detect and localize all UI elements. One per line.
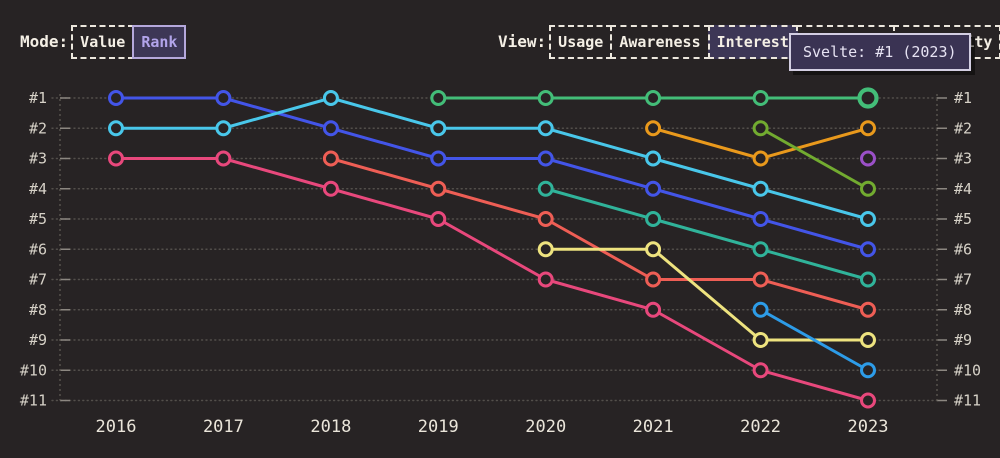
data-point-Svelte[interactable] <box>430 90 447 106</box>
rank-label-right: #7 <box>954 271 972 289</box>
data-point-series-salmon[interactable] <box>322 150 339 167</box>
series-line-series-olive <box>759 126 870 191</box>
data-point-series-cyan[interactable] <box>752 180 769 197</box>
data-point-series-salmon[interactable] <box>430 180 447 197</box>
data-point-series-orange[interactable] <box>860 120 876 137</box>
data-point-series-yellow[interactable] <box>645 241 662 258</box>
data-point-series-pink[interactable] <box>537 271 554 288</box>
data-point-series-pink[interactable] <box>108 150 124 167</box>
data-point-series-yellow[interactable] <box>860 332 876 348</box>
data-point-series-pink[interactable] <box>860 392 876 409</box>
data-point-series-cyan[interactable] <box>108 120 124 137</box>
data-point-series-cyan[interactable] <box>322 90 339 106</box>
data-point-series-cyan[interactable] <box>537 120 554 137</box>
rank-label-right: #9 <box>954 331 972 349</box>
data-point-series-teal[interactable] <box>645 211 662 227</box>
rank-label-left: #9 <box>29 331 47 349</box>
data-point-series-olive[interactable] <box>752 120 769 137</box>
year-label: 2017 <box>203 417 244 437</box>
rank-label-left: #4 <box>29 180 47 198</box>
data-point-series-blue[interactable] <box>645 180 662 197</box>
data-point-series-blue[interactable] <box>430 150 447 167</box>
rank-label-left: #1 <box>29 89 47 107</box>
rank-label-right: #1 <box>954 89 972 107</box>
year-label: 2018 <box>310 417 351 437</box>
rank-label-left: #10 <box>20 361 47 379</box>
data-point-series-blue[interactable] <box>322 120 339 137</box>
data-point-series-pink[interactable] <box>430 211 447 227</box>
data-point-series-orange[interactable] <box>645 120 662 137</box>
data-point-series-salmon[interactable] <box>645 271 662 288</box>
data-point-series-salmon[interactable] <box>752 271 769 288</box>
view-label: View: <box>498 32 547 51</box>
mode-button-group: Value Rank <box>71 25 187 59</box>
data-point-series-teal[interactable] <box>860 271 876 288</box>
data-point-Svelte[interactable] <box>645 90 662 106</box>
data-point-series-blue[interactable] <box>215 90 232 106</box>
data-point-series-cyan[interactable] <box>430 120 447 137</box>
data-point-series-blue[interactable] <box>108 90 124 106</box>
data-point-Svelte[interactable] <box>752 90 769 106</box>
data-point-series-lightblue[interactable] <box>860 362 876 379</box>
series-line-series-cyan <box>114 96 870 221</box>
year-label: 2016 <box>96 417 137 437</box>
rank-label-left: #2 <box>29 119 47 137</box>
rank-label-right: #4 <box>954 180 972 198</box>
mode-option-rank[interactable]: Rank <box>132 25 187 59</box>
data-point-series-lightblue[interactable] <box>752 301 769 318</box>
rank-label-left: #7 <box>29 271 47 289</box>
rank-label-right: #3 <box>954 150 972 168</box>
data-point-series-pink[interactable] <box>215 150 232 167</box>
series-line-series-lightblue <box>759 308 870 372</box>
series-line-series-salmon <box>329 157 870 312</box>
data-point-series-olive[interactable] <box>860 180 876 197</box>
series-line-series-pink <box>114 157 870 402</box>
data-point-series-blue[interactable] <box>537 150 554 167</box>
data-point-series-cyan[interactable] <box>645 150 662 167</box>
data-point-series-orange[interactable] <box>752 150 769 167</box>
series-line-series-blue <box>114 96 870 251</box>
data-point-series-pink[interactable] <box>322 180 339 197</box>
year-label: 2019 <box>418 417 459 437</box>
data-point-series-blue[interactable] <box>860 241 876 258</box>
data-point-series-pink[interactable] <box>752 362 769 379</box>
data-point-series-yellow[interactable] <box>752 332 769 348</box>
rank-label-left: #8 <box>29 301 47 319</box>
mode-label: Mode: <box>20 32 69 51</box>
series-line-series-teal <box>544 187 870 281</box>
year-label: 2021 <box>633 417 674 437</box>
rank-label-right: #6 <box>954 240 972 258</box>
data-point-series-salmon[interactable] <box>860 301 876 318</box>
year-label: 2022 <box>740 417 781 437</box>
rank-label-left: #6 <box>29 240 47 258</box>
data-point-series-teal[interactable] <box>752 241 769 258</box>
year-label: 2020 <box>525 417 566 437</box>
data-point-series-cyan[interactable] <box>860 211 876 227</box>
data-point-series-yellow[interactable] <box>537 241 554 258</box>
data-point-Svelte[interactable] <box>537 90 554 106</box>
year-label: 2023 <box>848 417 889 437</box>
tooltip: Svelte: #1 (2023) <box>789 33 971 71</box>
rank-label-right: #5 <box>954 210 972 228</box>
data-point-series-teal[interactable] <box>537 180 554 197</box>
rank-label-right: #10 <box>954 361 981 379</box>
rank-label-left: #5 <box>29 210 47 228</box>
highlighted-data-point-Svelte[interactable] <box>857 87 879 109</box>
mode-control: Mode: Value Rank <box>20 25 187 59</box>
data-point-series-blue[interactable] <box>752 211 769 227</box>
rank-label-right: #2 <box>954 119 972 137</box>
rank-label-right: #8 <box>954 301 972 319</box>
data-point-series-salmon[interactable] <box>537 211 554 227</box>
data-point-series-pink[interactable] <box>645 301 662 318</box>
data-point-series-cyan[interactable] <box>215 120 232 137</box>
rank-label-right: #11 <box>954 392 981 410</box>
data-point-series-purple[interactable] <box>860 150 876 167</box>
rank-label-left: #11 <box>20 392 47 410</box>
tooltip-text: Svelte: #1 (2023) <box>803 43 957 61</box>
rank-label-left: #3 <box>29 150 47 168</box>
